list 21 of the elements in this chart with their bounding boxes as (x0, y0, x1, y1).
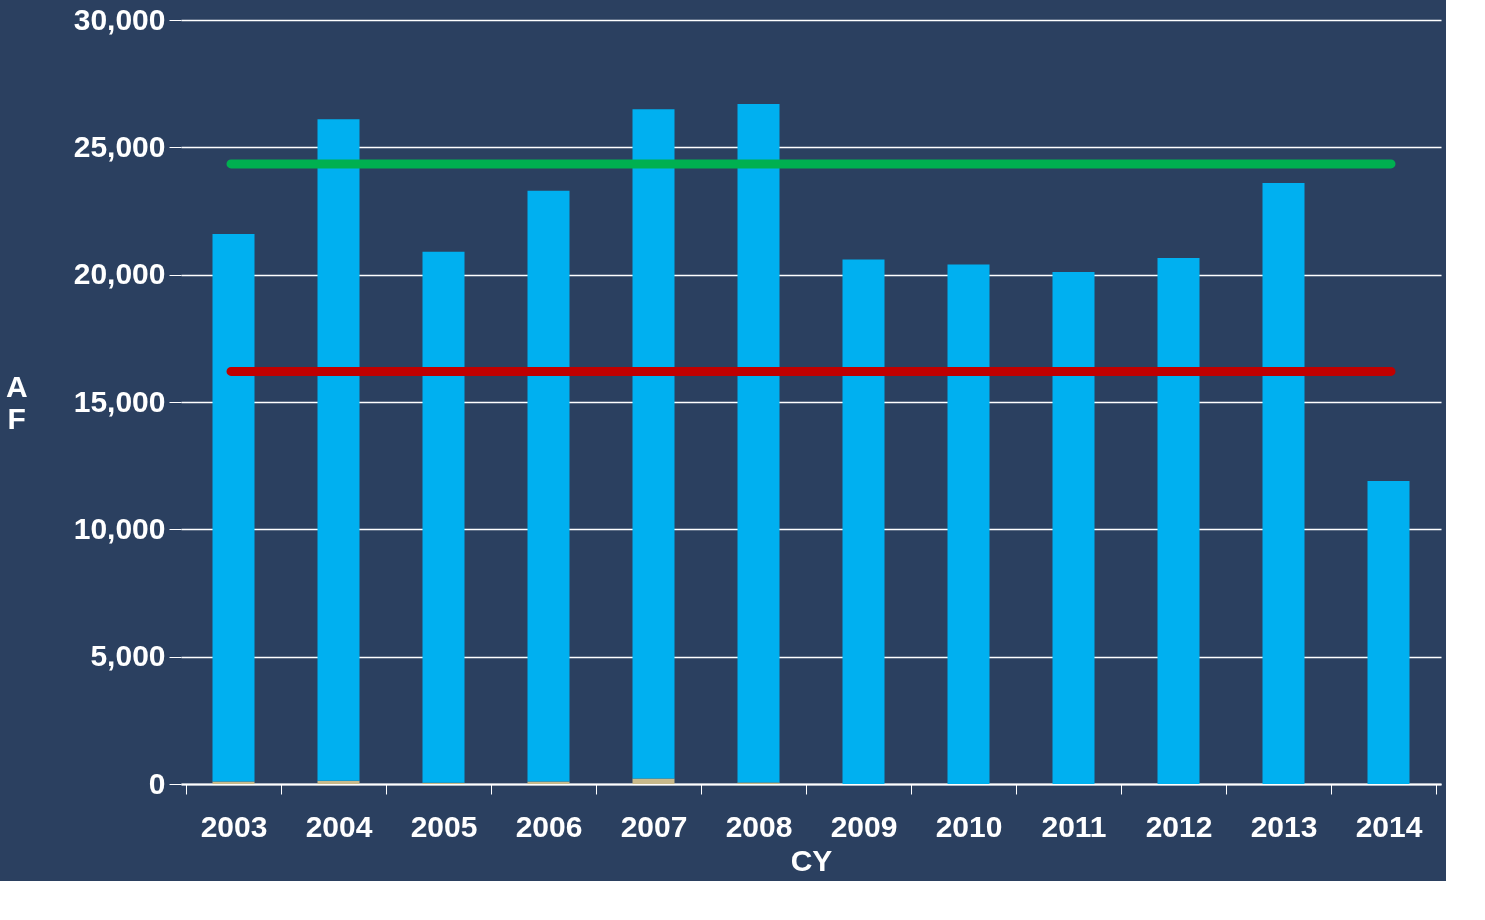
y-tick-label: 20,000 (73, 257, 166, 291)
y-tick-label: 0 (148, 766, 166, 800)
y-tick-label: 5,000 (90, 639, 166, 673)
y-axis-title: AF (5, 369, 28, 435)
x-tick-label: 2014 (1355, 809, 1423, 843)
x-tick-label: 2005 (410, 809, 478, 843)
y-tick-label: 25,000 (73, 129, 166, 163)
x-tick-label: 2013 (1250, 809, 1318, 843)
y-tick-label: 15,000 (73, 384, 166, 418)
y-tick-label: 30,000 (73, 2, 166, 36)
x-tick-label: 2004 (305, 809, 373, 843)
x-tick-label: 2003 (200, 809, 268, 843)
x-tick-label: 2007 (620, 809, 688, 843)
x-tick-label: 2006 (515, 809, 583, 843)
x-tick-label: 2011 (1041, 809, 1107, 843)
y-tick-label: 10,000 (73, 511, 166, 545)
x-tick-label: 2008 (725, 809, 793, 843)
x-tick-label: 2009 (830, 809, 898, 843)
x-tick-label: 2012 (1145, 809, 1213, 843)
x-tick-label: 2010 (935, 809, 1003, 843)
x-axis-title: CY (790, 843, 833, 877)
